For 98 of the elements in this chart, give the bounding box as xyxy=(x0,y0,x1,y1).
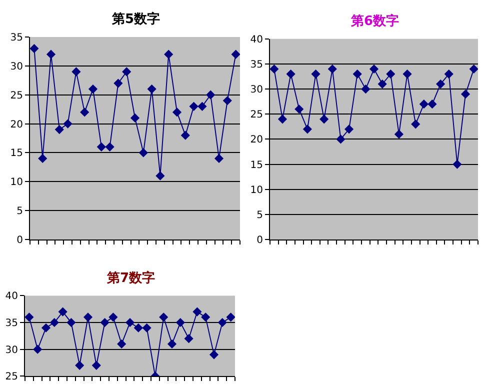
point xyxy=(294,104,304,114)
chart-title: 第6数字 xyxy=(350,13,400,29)
point xyxy=(176,318,185,328)
y-tick-label: 10 xyxy=(10,177,23,188)
point xyxy=(164,50,174,59)
point xyxy=(184,334,194,344)
point xyxy=(25,312,34,322)
point xyxy=(198,102,207,111)
y-tick-label: 5 xyxy=(16,206,23,218)
y-tick-label: 35 xyxy=(5,318,18,330)
y-tick-label: 0 xyxy=(256,234,263,246)
y-tick-label: 5 xyxy=(256,210,263,221)
y-tick-label: 40 xyxy=(5,291,18,302)
point xyxy=(419,100,428,109)
point xyxy=(114,78,123,88)
point xyxy=(201,312,210,322)
y-tick-label: 30 xyxy=(5,344,18,356)
point xyxy=(100,318,110,328)
point xyxy=(159,312,168,322)
y-tick-label: 25 xyxy=(10,90,23,102)
point xyxy=(54,125,64,134)
point xyxy=(167,339,177,349)
point xyxy=(147,84,156,94)
y-tick-label: 35 xyxy=(10,32,23,44)
point xyxy=(108,312,118,322)
point xyxy=(302,124,312,134)
point xyxy=(452,160,462,169)
point xyxy=(231,50,240,59)
point xyxy=(30,44,39,54)
y-tick-label: 15 xyxy=(250,160,263,171)
y-tick-label: 25 xyxy=(5,372,18,383)
point xyxy=(58,307,68,316)
point xyxy=(286,69,296,79)
point xyxy=(222,96,232,106)
y-tick-label: 20 xyxy=(10,119,23,130)
point xyxy=(214,154,224,164)
point xyxy=(80,108,90,117)
point xyxy=(402,69,412,79)
point xyxy=(386,69,396,79)
point xyxy=(125,318,135,328)
point xyxy=(66,318,76,328)
point xyxy=(46,50,56,59)
chart-title: 第7数字 xyxy=(106,270,156,286)
point xyxy=(96,142,106,152)
point xyxy=(369,64,379,74)
point xyxy=(460,90,470,99)
point xyxy=(117,339,126,349)
y-tick-label: 35 xyxy=(250,59,263,70)
point xyxy=(428,100,437,109)
point xyxy=(83,312,93,322)
point xyxy=(172,108,182,117)
chart-title: 第5数字 xyxy=(111,11,160,27)
point xyxy=(38,154,48,164)
y-tick-label: 40 xyxy=(250,34,263,46)
point xyxy=(88,84,98,94)
point xyxy=(411,120,420,129)
point xyxy=(156,171,165,180)
y-tick-label: 30 xyxy=(10,61,23,72)
point xyxy=(336,134,346,144)
point xyxy=(218,318,227,328)
point xyxy=(134,323,143,332)
y-tick-label: 0 xyxy=(16,234,23,246)
point xyxy=(33,344,42,354)
y-tick-label: 20 xyxy=(250,134,263,146)
point xyxy=(209,350,219,360)
point xyxy=(361,84,370,94)
point xyxy=(226,312,235,322)
point xyxy=(378,79,387,89)
y-tick-label: 25 xyxy=(250,110,263,121)
point xyxy=(142,323,152,332)
point xyxy=(50,318,59,328)
point xyxy=(189,102,198,111)
point xyxy=(394,130,404,139)
y-tick-label: 30 xyxy=(250,84,263,96)
point xyxy=(63,119,72,128)
point xyxy=(206,90,216,100)
y-tick-label: 15 xyxy=(10,148,23,160)
point xyxy=(352,69,362,79)
point xyxy=(180,130,190,140)
y-tick-label: 10 xyxy=(250,184,263,196)
point xyxy=(344,124,354,134)
point xyxy=(469,64,478,74)
point xyxy=(92,360,101,370)
point xyxy=(328,64,337,74)
point xyxy=(138,148,148,158)
point xyxy=(270,64,279,74)
point xyxy=(311,69,320,79)
point xyxy=(41,323,51,332)
point xyxy=(278,114,288,124)
point xyxy=(436,79,446,89)
point xyxy=(72,67,81,76)
point xyxy=(75,360,84,370)
point xyxy=(192,307,202,316)
point xyxy=(105,142,114,152)
point xyxy=(130,113,140,123)
point xyxy=(320,114,329,124)
point xyxy=(122,67,132,76)
point xyxy=(444,69,454,79)
